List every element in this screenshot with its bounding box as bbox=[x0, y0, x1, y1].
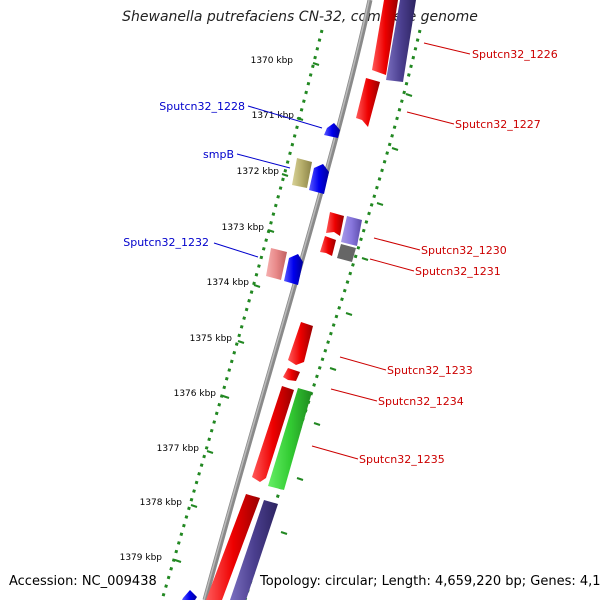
gene-feature-sputcn32-1233a bbox=[288, 322, 313, 365]
gene-label-sputcn32-1226[interactable]: Sputcn32_1226 bbox=[472, 48, 558, 61]
tick-label-1378: 1378 kbp bbox=[140, 498, 183, 508]
gene-label-sputcn32-1232[interactable]: Sputcn32_1232 bbox=[123, 236, 209, 249]
gene-feature-sputcn32-1233b bbox=[283, 368, 300, 381]
gene-feature-sputcn32-1226 bbox=[372, 0, 398, 75]
gene-label-sputcn32-1233[interactable]: Sputcn32_1233 bbox=[387, 364, 473, 377]
gene-label-sputcn32-1230[interactable]: Sputcn32_1230 bbox=[421, 244, 507, 257]
gene-label-sputcn32-1228[interactable]: Sputcn32_1228 bbox=[159, 100, 245, 113]
gene-feature-purple-bottom bbox=[230, 500, 278, 600]
gene-feature-sputcn32-1227 bbox=[356, 78, 380, 127]
gene-label-sputcn32-1231[interactable]: Sputcn32_1231 bbox=[415, 265, 501, 278]
leader-lines-left bbox=[213, 105, 323, 258]
gene-feature-red-bottom bbox=[206, 494, 260, 600]
tick-marks bbox=[174, 62, 320, 563]
gene-feature-sputcn32-1234 bbox=[252, 386, 294, 482]
gene-feature-smpb bbox=[309, 164, 329, 194]
gene-feature-sputcn32-1232-pink bbox=[266, 248, 287, 280]
gene-label-sputcn32-1235[interactable]: Sputcn32_1235 bbox=[359, 453, 445, 466]
gene-feature-sputcn32-1231 bbox=[341, 216, 362, 246]
tick-label-1372: 1372 kbp bbox=[237, 167, 280, 177]
gene-feature-sputcn32-1230 bbox=[326, 212, 344, 236]
gene-feature-purple-1226 bbox=[386, 0, 416, 82]
gene-feature-sputcn32-1228 bbox=[324, 123, 340, 138]
gene-label-sputcn32-1234[interactable]: Sputcn32_1234 bbox=[378, 395, 464, 408]
gene-feature-olive bbox=[292, 158, 312, 188]
tick-label-1376: 1376 kbp bbox=[174, 389, 217, 399]
gene-feature-blue-bottom bbox=[182, 590, 197, 600]
leader-lines-right bbox=[311, 42, 471, 460]
tick-label-1377: 1377 kbp bbox=[157, 444, 200, 454]
accession-text: Accession: NC_009438 bbox=[9, 574, 157, 589]
tick-label-1379: 1379 kbp bbox=[120, 553, 163, 563]
inner-track-dashes bbox=[280, 93, 413, 535]
gene-label-sputcn32-1227[interactable]: Sputcn32_1227 bbox=[455, 118, 541, 131]
tick-label-1375: 1375 kbp bbox=[190, 334, 233, 344]
tick-label-1374: 1374 kbp bbox=[207, 278, 250, 288]
tick-label-1371: 1371 kbp bbox=[252, 111, 295, 121]
genome-summary-text: Topology: circular; Length: 4,659,220 bp… bbox=[260, 574, 600, 589]
tick-label-1370: 1370 kbp bbox=[251, 56, 294, 66]
gene-feature-gray-1231 bbox=[337, 244, 356, 262]
gene-feature-red-small-1230 bbox=[320, 236, 336, 256]
tick-label-1373: 1373 kbp bbox=[222, 223, 265, 233]
gene-feature-sputcn32-1235 bbox=[268, 388, 312, 490]
gene-feature-sputcn32-1232 bbox=[284, 254, 303, 285]
gene-label-smpb[interactable]: smpB bbox=[203, 148, 234, 161]
